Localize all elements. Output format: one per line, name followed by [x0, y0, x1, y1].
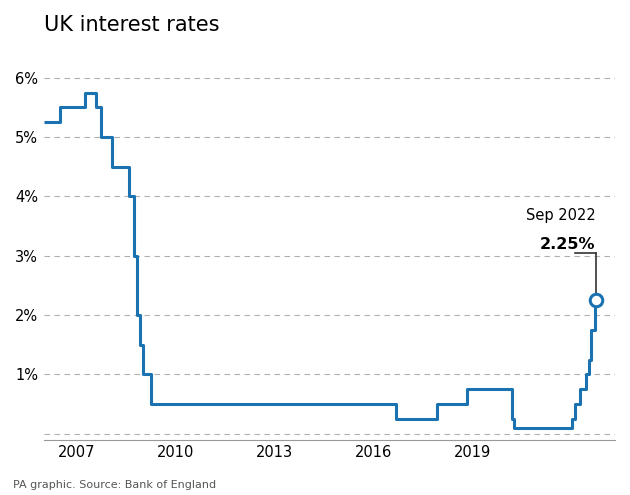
Text: Sep 2022: Sep 2022 [526, 208, 595, 223]
Text: UK interest rates: UK interest rates [43, 15, 219, 35]
Text: PA graphic. Source: Bank of England: PA graphic. Source: Bank of England [13, 480, 215, 490]
Text: 2.25%: 2.25% [540, 237, 595, 251]
